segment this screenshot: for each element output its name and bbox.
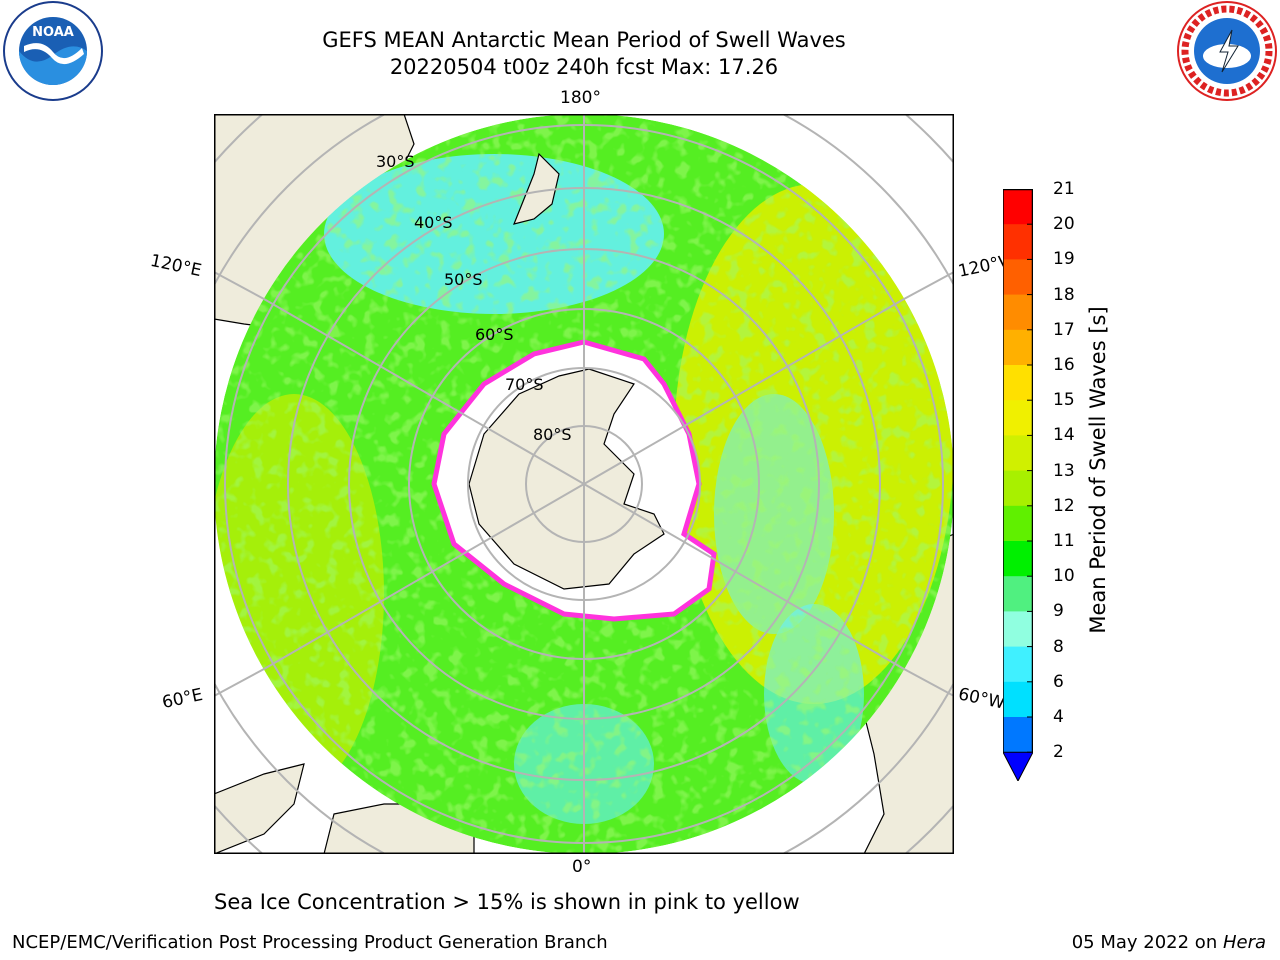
colorbar-segment bbox=[1003, 541, 1033, 577]
lat-label-30s: 30°S bbox=[376, 152, 415, 171]
colorbar-tick-label: 18 bbox=[1053, 284, 1075, 305]
colorbar-tick-label: 9 bbox=[1053, 601, 1064, 622]
meridian-label-60w: 60°W bbox=[956, 684, 1007, 714]
colorbar-segment bbox=[1003, 681, 1033, 718]
colorbar-segment bbox=[1003, 717, 1033, 753]
colorbar-tick-label: 14 bbox=[1053, 425, 1075, 446]
lat-label-50s: 50°S bbox=[444, 270, 483, 289]
colorbar-segment bbox=[1003, 189, 1033, 225]
meridian-grid bbox=[263, 114, 905, 854]
colorbar-segment bbox=[1003, 611, 1033, 648]
africa-south-land bbox=[214, 763, 305, 854]
meridian-label-180: 180° bbox=[560, 88, 601, 108]
colorbar-tick-label: 8 bbox=[1053, 636, 1064, 657]
colorbar-tick-label: 6 bbox=[1053, 671, 1064, 692]
chart-title: GEFS MEAN Antarctic Mean Period of Swell… bbox=[322, 28, 846, 52]
chart-subtitle: 20220504 t00z 240h fcst Max: 17.26 bbox=[389, 55, 779, 79]
meridian-label-60e: 60°E bbox=[160, 684, 205, 714]
footer-credit: NCEP/EMC/Verification Post Processing Pr… bbox=[12, 932, 608, 953]
colorbar-tick-label: 13 bbox=[1053, 460, 1075, 481]
colorbar-tick-label: 20 bbox=[1053, 214, 1075, 235]
colorbar-segment bbox=[1003, 329, 1033, 366]
colorbar-tick-label: 11 bbox=[1053, 531, 1075, 551]
colorbar-segment bbox=[1003, 400, 1033, 436]
sea-ice-note: Sea Ice Concentration > 15% is shown in … bbox=[214, 890, 800, 914]
lat-label-60s: 60°S bbox=[475, 325, 514, 344]
colorbar-tick-label: 19 bbox=[1053, 249, 1075, 270]
colorbar-segment bbox=[1003, 294, 1033, 331]
colorbar-segment bbox=[1003, 365, 1033, 401]
polar-map bbox=[214, 114, 954, 854]
colorbar-tick-label: 2 bbox=[1053, 742, 1064, 763]
lat-label-80s: 80°S bbox=[533, 425, 572, 444]
noaa-logo-text: NOAA bbox=[32, 25, 74, 40]
map-canvas bbox=[214, 114, 954, 854]
meridian-label-120e: 120°E bbox=[148, 250, 204, 282]
colorbar-segment bbox=[1003, 259, 1033, 296]
colorbar-tick-label: 16 bbox=[1053, 355, 1075, 375]
colorbar-segment bbox=[1003, 646, 1033, 683]
colorbar-extend-arrow bbox=[1003, 751, 1033, 781]
colorbar-tick-label: 4 bbox=[1053, 707, 1064, 727]
footer-date: 05 May 2022 on Hera bbox=[1072, 932, 1266, 953]
colorbar-segment bbox=[1003, 224, 1033, 260]
colorbar-segment bbox=[1003, 470, 1033, 507]
nws-logo bbox=[1177, 1, 1277, 101]
colorbar-tick-label: 10 bbox=[1053, 566, 1075, 587]
colorbar-segment bbox=[1003, 576, 1033, 612]
colorbar-segment bbox=[1003, 435, 1033, 472]
colorbar-segment bbox=[1003, 505, 1033, 542]
lat-label-40s: 40°S bbox=[414, 213, 453, 232]
new-zealand-land bbox=[513, 152, 560, 225]
colorbar-tick-label: 12 bbox=[1053, 495, 1075, 516]
colorbar bbox=[1003, 189, 1033, 781]
footer-host: Hera bbox=[1222, 932, 1266, 953]
colorbar-tick-label: 17 bbox=[1053, 319, 1075, 340]
colorbar-tick-label: 15 bbox=[1053, 390, 1075, 411]
meridian-label-0: 0° bbox=[572, 857, 592, 877]
footer-date-text: 05 May 2022 on bbox=[1071, 932, 1223, 953]
lat-label-70s: 70°S bbox=[505, 375, 544, 394]
noaa-logo: NOAA bbox=[3, 1, 103, 101]
colorbar-label: Mean Period of Swell Waves [s] bbox=[1086, 306, 1110, 634]
colorbar-tick-label: 21 bbox=[1053, 179, 1075, 199]
map-frame-border bbox=[214, 114, 954, 854]
